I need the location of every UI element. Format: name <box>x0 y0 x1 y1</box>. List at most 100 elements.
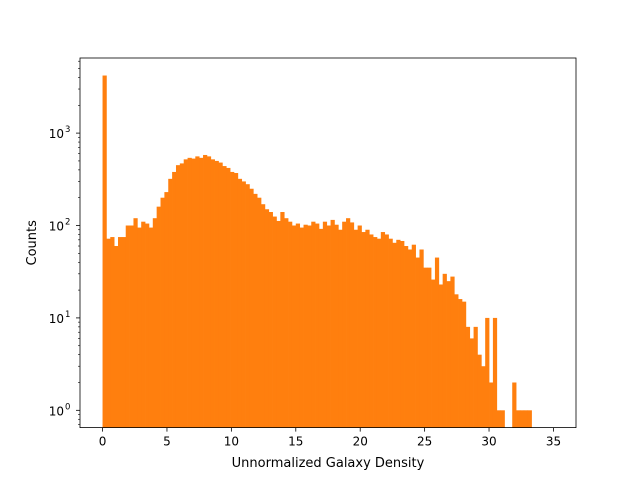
histogram-bar <box>218 162 223 428</box>
x-tick-label: 0 <box>99 435 107 449</box>
histogram-bar <box>342 221 347 428</box>
histogram-bar <box>288 221 293 428</box>
histogram-bar <box>477 354 482 428</box>
histogram-bar <box>427 267 432 428</box>
histogram-bar <box>326 225 331 428</box>
histogram-bar <box>419 249 424 428</box>
histogram-bar <box>330 219 335 428</box>
histogram-bar <box>446 281 451 428</box>
histogram-bar <box>191 158 196 428</box>
x-tick-label: 35 <box>546 435 561 449</box>
histogram-bar <box>434 257 440 428</box>
histogram-bar <box>411 244 416 428</box>
y-tick-exponent: 1 <box>65 310 70 320</box>
histogram-bar <box>450 276 455 428</box>
histogram-bar <box>361 232 366 428</box>
histogram-bar <box>369 234 374 428</box>
histogram-bar <box>396 239 401 428</box>
histogram-bar <box>164 192 169 428</box>
y-tick-exponent: 0 <box>65 402 70 412</box>
histogram-bar <box>442 273 447 428</box>
histogram-bar <box>156 206 161 428</box>
x-tick-label: 10 <box>224 435 239 449</box>
histogram-bar <box>473 326 478 428</box>
histogram-bar <box>226 167 231 428</box>
histogram-bar <box>311 221 316 428</box>
histogram-bar <box>458 299 463 428</box>
histogram-bar <box>210 159 215 428</box>
histogram-bar <box>438 284 444 428</box>
histogram-bar <box>257 197 262 428</box>
histogram-bar <box>388 238 393 428</box>
histogram-bar <box>214 160 219 428</box>
histogram-bar <box>291 225 297 428</box>
histogram-bar <box>280 212 285 428</box>
histogram-bar <box>175 165 181 428</box>
histogram-bar <box>125 225 130 428</box>
histogram-bar <box>407 249 413 428</box>
histogram-bar <box>284 218 289 428</box>
x-tick-label: 15 <box>288 435 303 449</box>
histogram-bar <box>307 225 312 428</box>
histogram-bar <box>272 216 277 428</box>
histogram-bar <box>172 171 177 428</box>
histogram-bar <box>485 317 490 428</box>
y-tick-exponent: 3 <box>65 125 70 135</box>
histogram-bar <box>114 246 119 428</box>
histogram-bar <box>183 159 188 428</box>
histogram-bar <box>469 338 474 428</box>
x-tick-label: 5 <box>163 435 171 449</box>
x-tick-label: 25 <box>417 435 432 449</box>
histogram-bar <box>222 166 227 428</box>
histogram-bar <box>461 301 467 428</box>
histogram-bar <box>404 246 409 428</box>
histogram-bar <box>384 234 389 428</box>
histogram-bar <box>179 163 185 428</box>
histogram-bar <box>233 173 239 428</box>
x-axis-ticks: 0 5 10 15 20 25 30 35 <box>99 427 561 449</box>
histogram-bar <box>500 410 505 428</box>
y-tick-label: 10 <box>49 127 64 141</box>
histogram-bar <box>376 238 382 428</box>
histogram-bar <box>299 227 304 428</box>
histogram-bar <box>121 237 127 428</box>
histogram-bar <box>492 317 498 428</box>
histogram-bar <box>195 156 200 428</box>
histogram-bar <box>303 224 308 428</box>
histogram-bar <box>264 209 270 428</box>
histogram-bar <box>276 220 281 428</box>
plot-frame <box>79 57 577 429</box>
histogram-bar <box>241 181 246 428</box>
histogram-bar <box>365 229 370 428</box>
histogram-bar <box>392 242 397 428</box>
histogram-bar <box>203 154 208 428</box>
histogram-bar <box>512 382 517 428</box>
histogram-bar <box>145 223 150 428</box>
histogram-bar <box>353 229 358 428</box>
histogram-bar <box>315 223 320 428</box>
histogram-bar <box>261 204 266 428</box>
histogram-bar <box>380 232 386 428</box>
y-tick-label: 10 <box>49 312 64 326</box>
histogram-bar <box>110 237 115 428</box>
histogram-bar <box>168 178 173 428</box>
x-axis-label: Unnormalized Galaxy Density <box>232 456 425 471</box>
histogram-bar <box>454 294 459 428</box>
histogram-bar <box>148 227 154 428</box>
histogram-bar <box>152 218 158 428</box>
histogram-bar <box>141 221 146 428</box>
histogram-bar <box>206 156 212 428</box>
histogram-bar <box>118 237 123 428</box>
histogram-bar <box>102 75 107 428</box>
y-tick-exponent: 2 <box>65 218 70 228</box>
histogram-bar <box>373 237 378 428</box>
histogram-bar <box>268 212 273 428</box>
histogram-bar <box>519 410 525 428</box>
histogram-bar <box>423 267 428 428</box>
histogram-bar <box>253 193 258 428</box>
histogram-bar <box>431 279 436 428</box>
histogram-bar <box>237 178 243 428</box>
histogram-bar <box>160 197 165 428</box>
histogram-bar <box>230 171 235 428</box>
